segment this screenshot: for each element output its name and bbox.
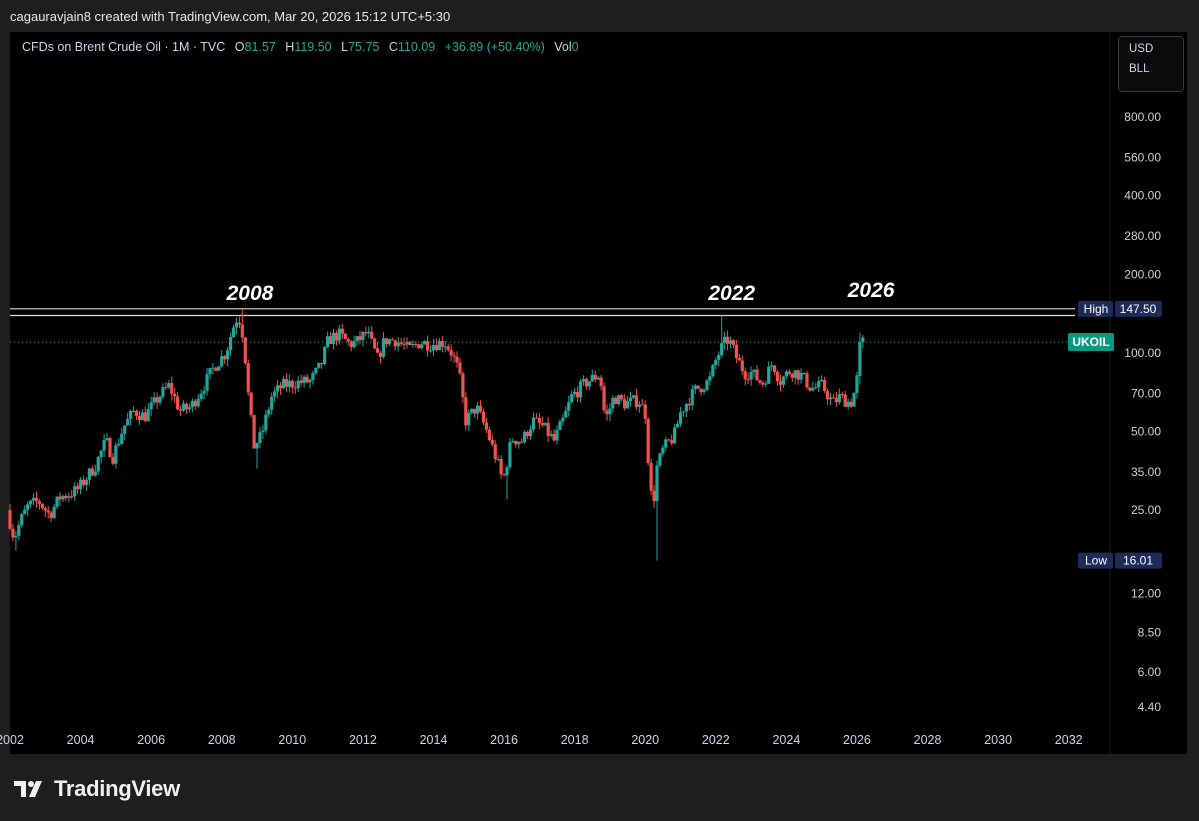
unit-label[interactable]: BLL xyxy=(1129,63,1150,75)
credit-text: cagauravjain8 created with TradingView.c… xyxy=(10,9,451,24)
high-key: H xyxy=(285,40,295,54)
chart-area[interactable] xyxy=(10,32,1187,754)
tradingview-logo-icon xyxy=(14,781,42,797)
close-value: 110.09 xyxy=(397,40,436,54)
low-key: L xyxy=(341,40,349,54)
tradingview-wordmark: TradingView xyxy=(54,776,180,801)
volume-key: Vol xyxy=(554,40,572,54)
symbol-info-line: CFDs on Brent Crude Oil · 1M · TVC O81.5… xyxy=(22,40,579,54)
tradingview-logo[interactable]: TradingView xyxy=(12,776,180,802)
close-key: C xyxy=(388,40,398,54)
open-key: O xyxy=(234,40,245,54)
currency-unit-selector[interactable]: USD BLL xyxy=(1118,36,1184,92)
footer xyxy=(0,754,1199,821)
change-value: +36.89 (+50.40%) xyxy=(444,40,545,54)
low-value: 75.75 xyxy=(348,40,380,54)
top-bar: cagauravjain8 created with TradingView.c… xyxy=(0,0,1199,32)
high-value: 119.50 xyxy=(294,40,332,54)
volume-value: 0 xyxy=(571,40,579,54)
open-value: 81.57 xyxy=(244,40,276,54)
symbol-label[interactable]: CFDs on Brent Crude Oil · 1M · TVC xyxy=(22,40,226,54)
currency-label[interactable]: USD xyxy=(1129,43,1154,55)
